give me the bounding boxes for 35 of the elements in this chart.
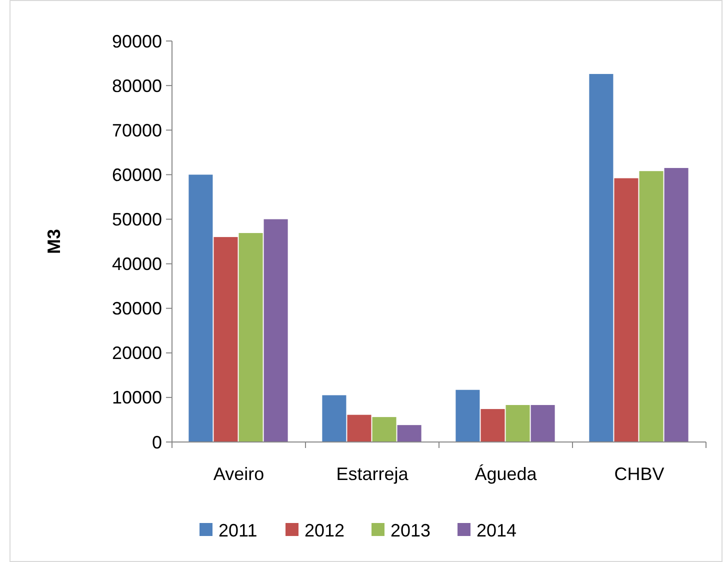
- bar: [480, 409, 505, 442]
- y-tick-label: 70000: [112, 120, 162, 140]
- bar: [614, 178, 638, 442]
- x-tick-label: Estarreja: [336, 464, 410, 484]
- y-tick-label: 60000: [112, 164, 162, 185]
- bar: [530, 405, 555, 442]
- y-tick-label: 50000: [112, 210, 162, 230]
- bar: [397, 425, 422, 442]
- bar: [506, 405, 530, 442]
- bar: [264, 219, 288, 442]
- bar: [347, 414, 372, 442]
- y-tick-label: 10000: [112, 388, 162, 408]
- y-tick-label: 0: [152, 432, 162, 452]
- bar: [589, 74, 614, 442]
- y-tick-label: 80000: [112, 76, 162, 96]
- bar: [664, 168, 688, 442]
- bar: [372, 417, 396, 442]
- bar: [238, 233, 263, 442]
- legend-label: 2012: [304, 520, 345, 540]
- legend-label: 2014: [476, 520, 517, 540]
- bar: [639, 171, 664, 442]
- y-tick-label: 40000: [112, 254, 162, 274]
- x-tick-label: CHBV: [614, 464, 664, 484]
- legend-label: 2011: [218, 520, 258, 540]
- bar: [214, 237, 238, 442]
- y-tick-label: 90000: [112, 31, 162, 52]
- y-axis-title: M3: [44, 228, 64, 254]
- x-tick-label: Aveiro: [213, 464, 264, 484]
- x-tick-label: Águeda: [474, 464, 538, 484]
- bar: [322, 395, 346, 442]
- legend-label: 2013: [390, 520, 431, 540]
- y-tick-label: 20000: [112, 343, 162, 364]
- bar: [456, 390, 480, 442]
- bar: [188, 174, 213, 442]
- y-tick-label: 30000: [112, 298, 162, 319]
